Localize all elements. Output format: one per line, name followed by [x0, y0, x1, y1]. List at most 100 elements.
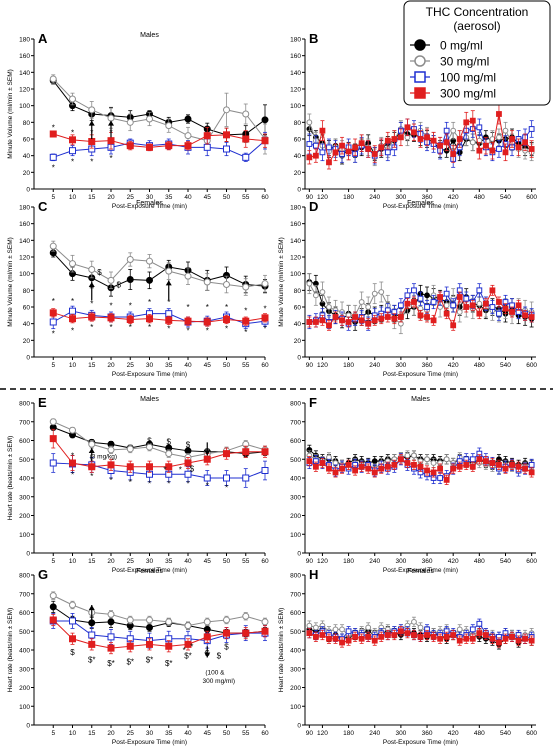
annotation: *: [244, 306, 247, 315]
y-tick-label: 500: [290, 629, 301, 636]
annotation: *: [206, 326, 209, 335]
x-tick-label: 420: [448, 730, 459, 737]
y-axis-label: Heart rate (beats/min ± SEM): [278, 608, 285, 692]
data-point: [469, 635, 476, 642]
y-tick-label: 400: [19, 648, 30, 655]
panel-title: Males: [140, 32, 159, 39]
x-tick-label: 420: [448, 558, 459, 565]
data-point: [203, 618, 211, 626]
data-point: [424, 304, 430, 310]
data-point: [126, 256, 134, 263]
data-point: [482, 300, 489, 307]
x-tick-label: 25: [127, 730, 135, 737]
annotation: *: [71, 297, 74, 306]
series-line: [52, 252, 266, 289]
data-point: [371, 290, 378, 297]
series-line: [53, 140, 266, 158]
data-point: [378, 144, 385, 151]
y-tick-label: 180: [290, 37, 301, 44]
x-tick-label: 60: [261, 730, 269, 737]
y-tick-label: 40: [294, 321, 302, 328]
x-tick-label: 180: [343, 194, 354, 201]
y-tick-label: 100: [290, 532, 301, 539]
data-point: [469, 139, 476, 146]
x-tick-label: 180: [343, 362, 354, 369]
data-point: [312, 152, 319, 159]
data-point: [378, 633, 385, 640]
legend-label: 300 mg/ml: [440, 87, 496, 101]
y-tick-label: 20: [23, 338, 31, 345]
data-point: [261, 314, 269, 322]
y-tick-label: 800: [290, 573, 301, 580]
data-point: [489, 287, 496, 294]
data-point: [358, 317, 365, 324]
data-point: [424, 467, 430, 474]
y-tick-label: 600: [19, 438, 30, 445]
data-point: [476, 310, 483, 317]
y-tick-label: 200: [290, 685, 301, 692]
x-tick-label: 15: [88, 730, 96, 737]
annotation: $: [97, 268, 102, 277]
x-tick-label: 15: [88, 362, 96, 369]
y-tick-label: 0: [26, 355, 30, 362]
y-tick-label: 60: [23, 137, 31, 144]
annotation: $: [205, 649, 210, 658]
annotation: *: [52, 123, 55, 132]
panel-title: Males: [411, 396, 430, 403]
data-point: [482, 632, 489, 638]
data-point: [319, 149, 326, 156]
x-tick-label: 240: [369, 194, 380, 201]
data-point: [463, 461, 470, 468]
y-tick-label: 120: [19, 255, 30, 262]
annotation: *: [109, 323, 112, 332]
data-point: [528, 637, 535, 644]
x-tick-label: 20: [107, 194, 115, 201]
y-tick-label: 700: [290, 591, 301, 598]
x-tick-label: 10: [69, 730, 77, 737]
data-point: [49, 418, 57, 426]
series-line: [52, 80, 266, 136]
x-tick-label: 240: [369, 558, 380, 565]
data-point: [443, 310, 450, 317]
x-tick-label: 55: [242, 730, 250, 737]
data-point: [496, 461, 502, 468]
data-point: [339, 465, 345, 472]
data-point: [522, 312, 529, 319]
data-point: [49, 309, 57, 317]
data-point: [358, 635, 365, 642]
series-300-mg: [49, 428, 269, 473]
x-tick-label: 540: [500, 362, 511, 369]
data-point: [515, 302, 522, 309]
annotation: *: [71, 158, 74, 167]
data-point: [476, 630, 483, 637]
panel-title: Females: [136, 200, 163, 207]
data-point: [242, 612, 250, 620]
data-point: [261, 448, 269, 456]
y-tick-label: 180: [290, 205, 301, 212]
data-point: [509, 136, 515, 142]
x-tick-label: 60: [261, 194, 269, 201]
data-point: [223, 629, 230, 637]
x-tick-label: 45: [204, 730, 212, 737]
x-tick-label: 120: [317, 558, 328, 565]
panel-A: 0 20 40 60 80 100 120 140 160 180 5 10 15 20 25 30 35 40 4…: [7, 31, 269, 210]
data-point: [223, 450, 230, 458]
y-tick-label: 160: [19, 221, 30, 228]
x-tick-label: 50: [223, 194, 231, 201]
data-point: [339, 142, 345, 149]
data-point: [443, 302, 450, 309]
data-point: [242, 135, 250, 143]
data-point: [450, 302, 457, 309]
data-point: [146, 463, 153, 471]
x-tick-label: 360: [422, 730, 433, 737]
series-line: [52, 78, 266, 142]
data-point: [306, 622, 313, 629]
data-point: [126, 616, 134, 624]
data-point: [476, 620, 483, 627]
data-point: [319, 317, 326, 324]
data-point: [146, 143, 153, 151]
data-point: [49, 459, 57, 467]
data-point: [404, 630, 411, 637]
data-point: [352, 314, 359, 320]
data-point: [146, 624, 153, 631]
